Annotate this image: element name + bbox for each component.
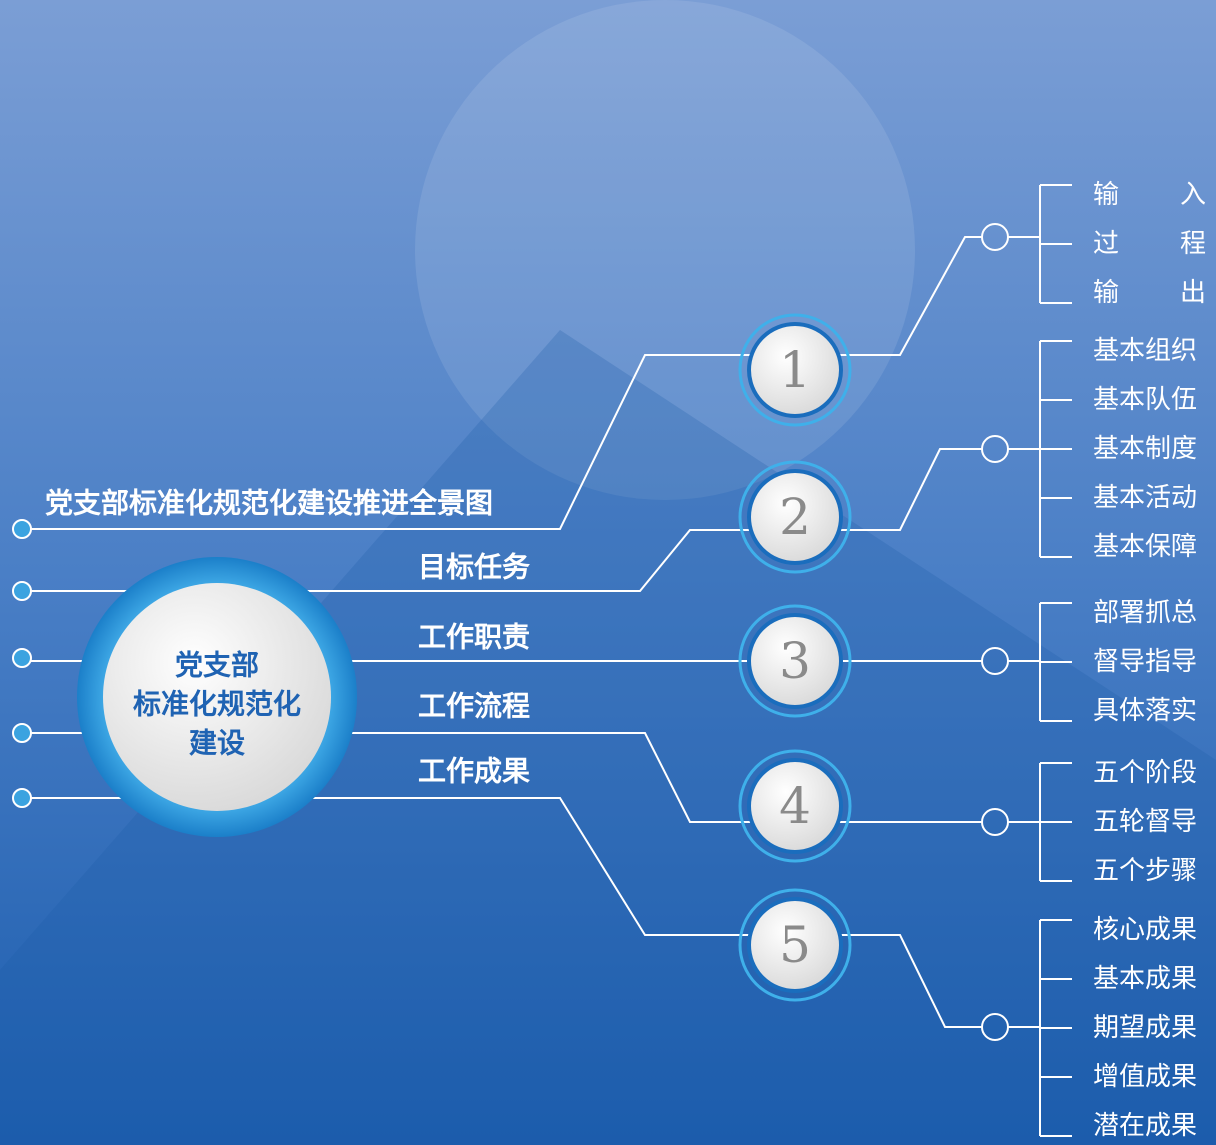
item: 过程 — [1093, 229, 1216, 259]
item: 潜在成果 — [1093, 1111, 1197, 1141]
branch-label: 工作职责 — [418, 621, 530, 654]
item: 基本活动 — [1093, 483, 1197, 513]
dot — [13, 649, 31, 667]
dot — [13, 520, 31, 538]
item: 督导指导 — [1093, 647, 1197, 677]
title: 党支部标准化规范化建设推进全景图 — [45, 487, 493, 520]
number: 5 — [779, 916, 811, 974]
branch-label: 目标任务 — [418, 551, 530, 584]
dot — [13, 724, 31, 742]
item: 五轮督导 — [1093, 807, 1197, 837]
number: 1 — [779, 341, 811, 399]
item: 五个阶段 — [1093, 758, 1197, 788]
item: 核心成果 — [1093, 915, 1197, 945]
center-text: 标准化规范化 — [133, 688, 301, 721]
center-text: 党支部 — [175, 649, 259, 682]
item: 期望成果 — [1093, 1013, 1197, 1043]
item: 五个步骤 — [1093, 856, 1197, 886]
center-text: 建设 — [189, 727, 245, 760]
number: 3 — [779, 632, 811, 690]
item: 具体落实 — [1093, 696, 1197, 726]
item: 输入 — [1093, 180, 1216, 210]
dot — [13, 582, 31, 600]
item: 部署抓总 — [1093, 598, 1197, 628]
item: 输出 — [1093, 278, 1216, 308]
item: 基本组织 — [1093, 336, 1197, 366]
item: 增值成果 — [1093, 1062, 1197, 1092]
branch-label: 工作流程 — [418, 690, 530, 723]
diagram: 党支部标准化规范化建设推进全景图 党支部标准化规范化建设 目标任务工作职责工作流程… — [0, 0, 1216, 1145]
item: 基本成果 — [1093, 964, 1197, 994]
dot — [13, 789, 31, 807]
number: 4 — [779, 777, 811, 835]
item: 基本制度 — [1093, 434, 1197, 464]
branch-label: 工作成果 — [418, 755, 530, 788]
item: 基本保障 — [1093, 532, 1197, 562]
item: 基本队伍 — [1093, 385, 1197, 415]
number: 2 — [779, 488, 811, 546]
